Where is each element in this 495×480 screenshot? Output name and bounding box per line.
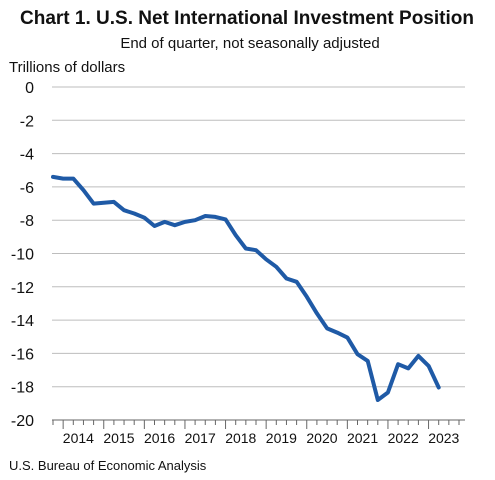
gridlines (52, 86, 465, 388)
x-tick-label: 2023 (428, 430, 459, 446)
x-tick-label: 2019 (266, 430, 297, 446)
series-layer (51, 174, 441, 402)
y-tick-label: -2 (20, 113, 34, 130)
x-tick-label: 2018 (225, 430, 256, 446)
y-tick-label: -4 (20, 147, 34, 164)
chart-title: Chart 1. U.S. Net International Investme… (20, 8, 474, 29)
y-tick-label: -14 (11, 313, 34, 330)
x-tick-label: 2015 (103, 430, 134, 446)
x-axis: 2014 2015 2016 2017 2018 2019 2020 2021 2022 2023 (52, 419, 465, 446)
y-tick-label: 0 (25, 80, 34, 97)
x-tick-label: 2017 (185, 430, 216, 446)
y-tick-label: -20 (11, 413, 34, 430)
x-tick-label: 2021 (347, 430, 378, 446)
y-axis-label: Trillions of dollars (9, 59, 125, 76)
chart-subtitle: End of quarter, not seasonally adjusted (120, 35, 379, 52)
x-tick-label: 2020 (306, 430, 337, 446)
source-note: U.S. Bureau of Economic Analysis (9, 458, 207, 473)
x-tick-label: 2022 (388, 430, 419, 446)
y-tick-label: -18 (11, 380, 34, 397)
y-tick-labels: 0 -2 -4 -6 -8 -10 -12 -14 -16 -18 -20 (11, 80, 34, 430)
y-tick-label: -10 (11, 247, 34, 264)
x-tick-label: 2014 (63, 430, 94, 446)
y-tick-label: -12 (11, 280, 34, 297)
y-tick-label: -16 (11, 346, 34, 363)
x-tick-label: 2016 (144, 430, 175, 446)
series-line (51, 174, 441, 402)
y-tick-label: -8 (20, 213, 34, 230)
y-tick-label: -6 (20, 180, 34, 197)
